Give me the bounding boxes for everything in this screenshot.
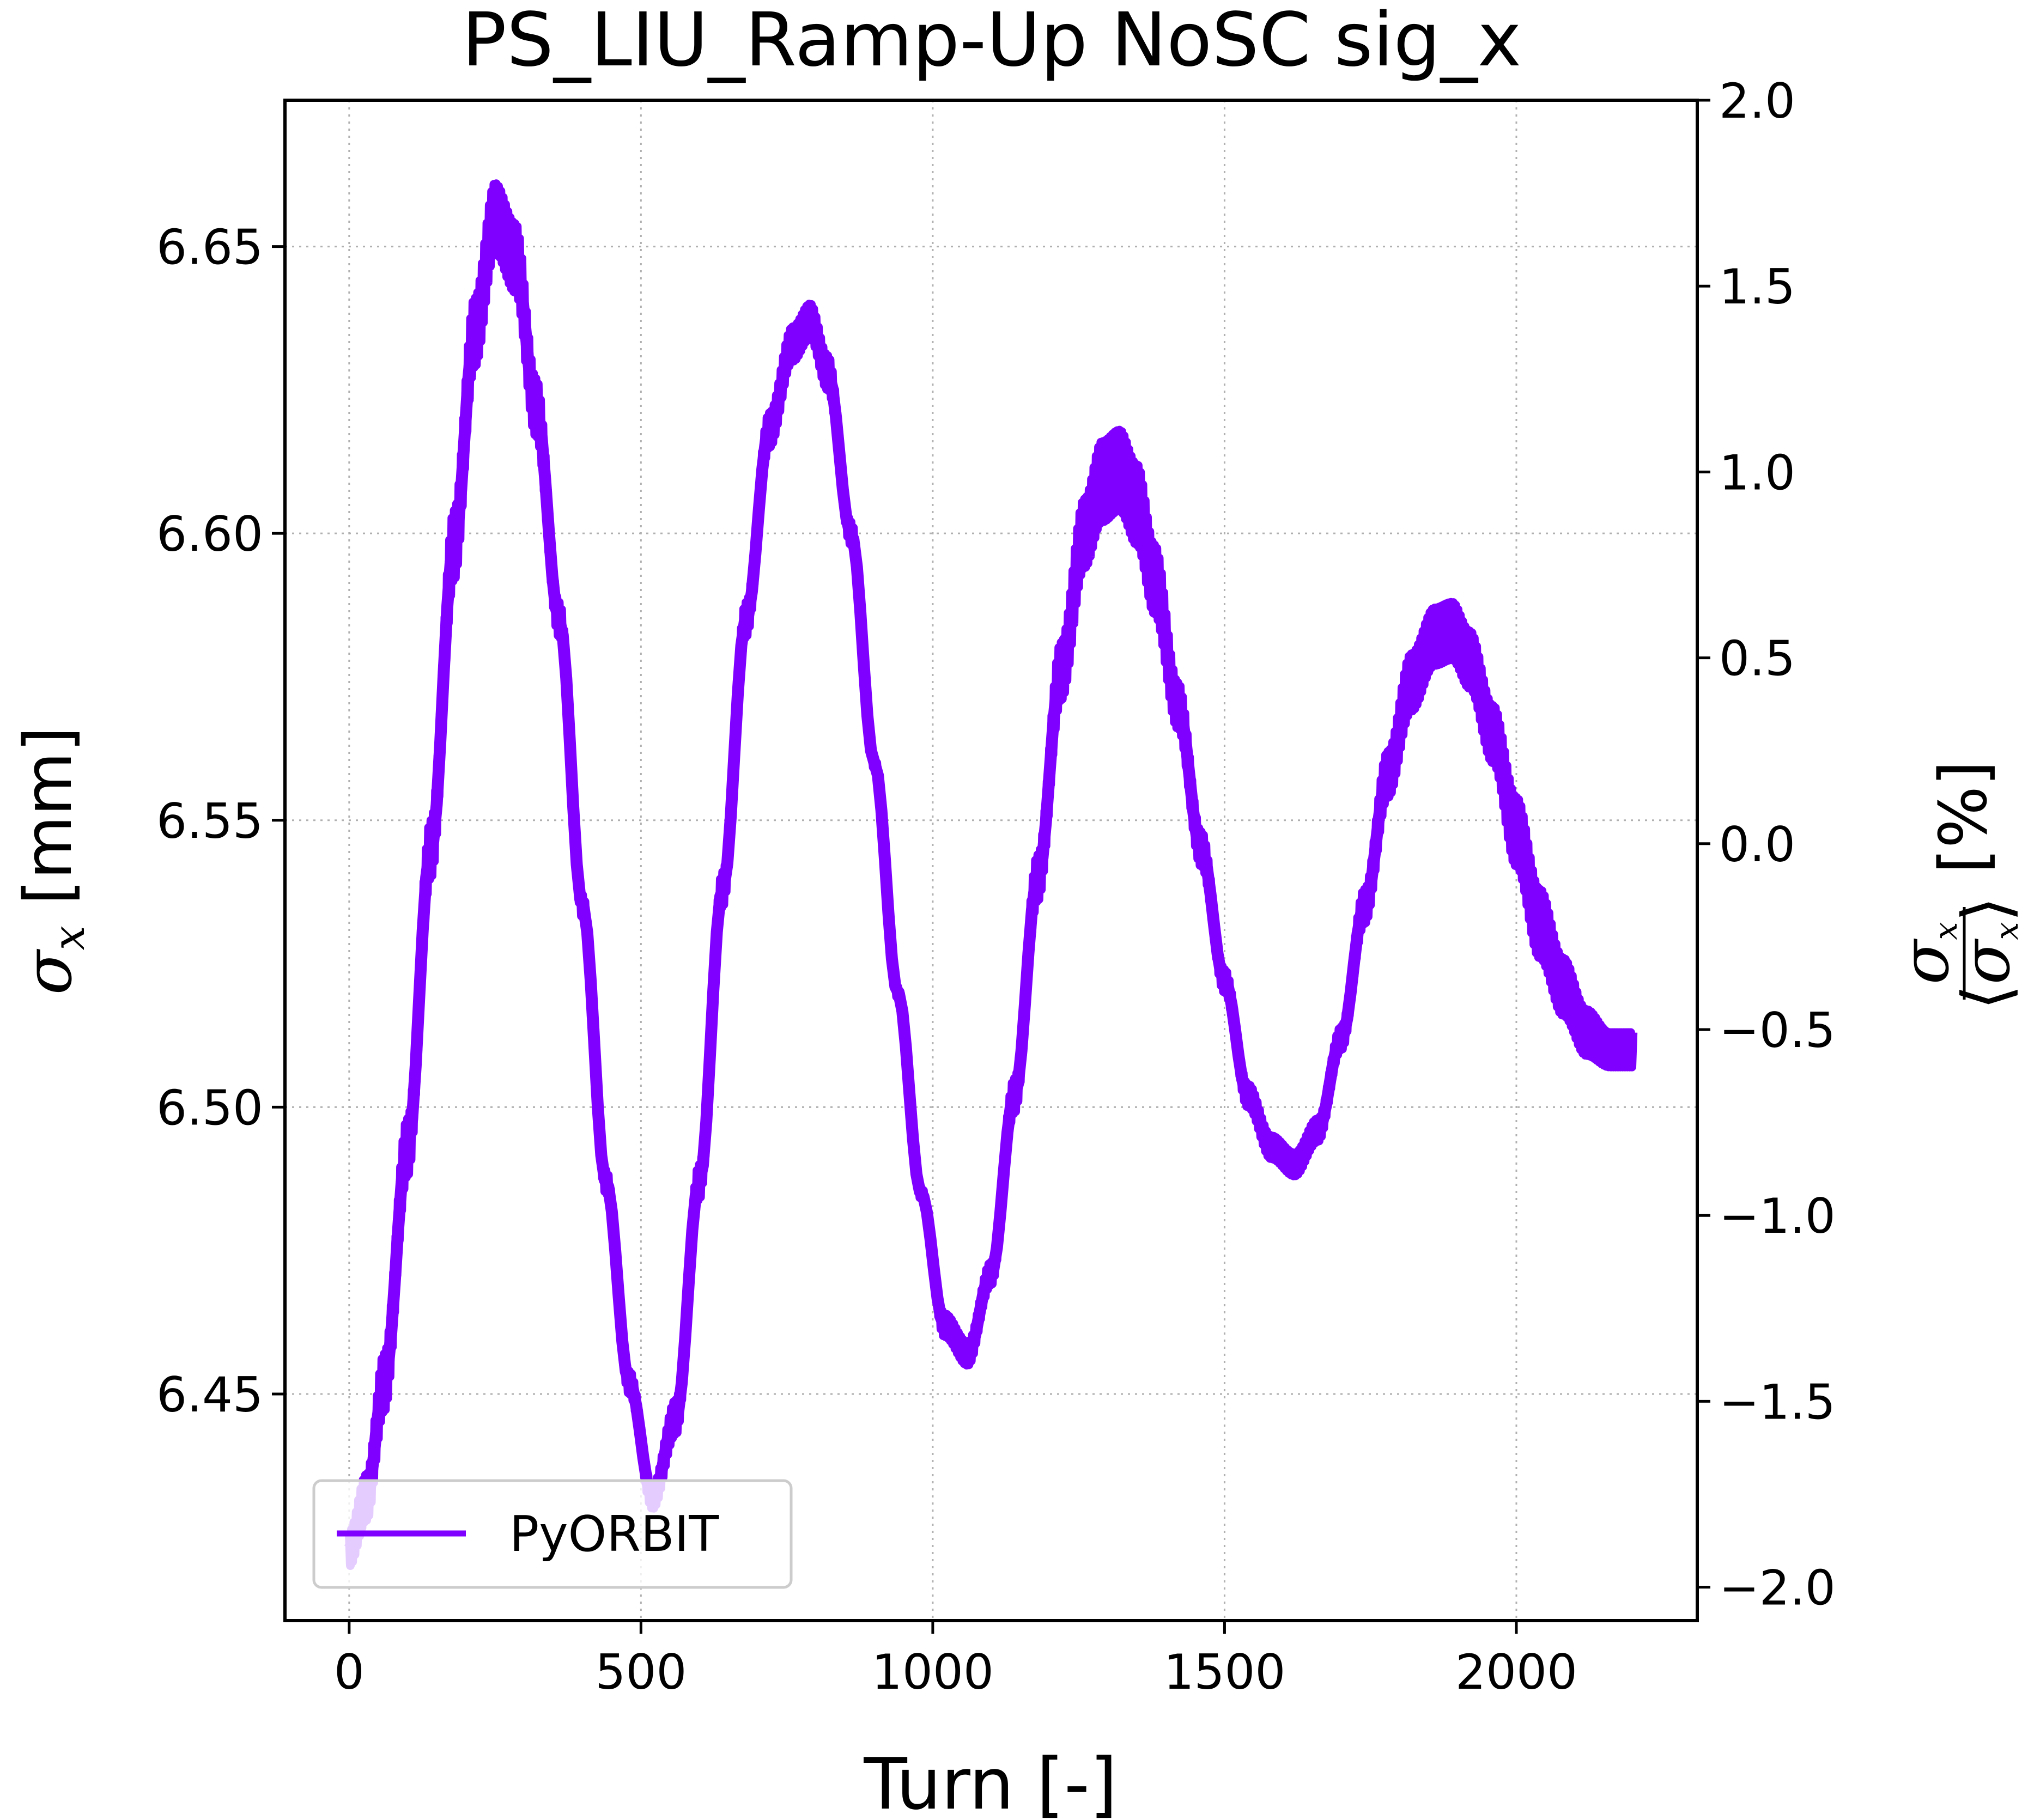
y-right-tick-label-3: −0.5 — [1719, 1002, 1836, 1058]
y-left-label-sub: x — [44, 926, 94, 950]
y-right-tick-label-8: 2.0 — [1719, 73, 1795, 129]
y-left-axis-label: σx [mm] — [11, 727, 94, 995]
y-right-tick-label-0: −2.0 — [1719, 1560, 1836, 1616]
y-left-tick-label-2: 6.55 — [156, 793, 263, 849]
y-right-tick-label-1: −1.5 — [1719, 1374, 1836, 1430]
y-left-label-symbol: σ — [11, 948, 87, 995]
x-axis-ticks: 0 500 1000 1500 2000 — [334, 1621, 1577, 1700]
x-tick-label-0: 0 — [334, 1644, 365, 1700]
y-right-label-num: σx — [1888, 922, 1964, 985]
plot-frame — [283, 99, 1699, 1622]
series-centerline-pyorbit — [344, 212, 1634, 1553]
y-right-label-unit: [%] — [1926, 760, 2002, 874]
legend: PyORBIT — [312, 1479, 793, 1589]
legend-label-pyorbit: PyORBIT — [509, 1506, 719, 1563]
y-right-label-den: ⟨σx⟩ — [1949, 897, 2025, 1010]
y-left-label-unit: [mm] — [11, 727, 87, 905]
y-right-tick-label-2: −1.0 — [1719, 1188, 1836, 1244]
y-right-tick-label-5: 0.5 — [1719, 631, 1795, 687]
y-left-axis-ticks: 6.45 6.50 6.55 6.60 6.65 — [156, 220, 285, 1423]
y-left-tick-label-0: 6.45 — [156, 1367, 263, 1423]
chart-title: PS_LIU_Ramp-Up NoSC sig_x — [462, 0, 1522, 83]
legend-box — [312, 1479, 793, 1589]
x-tick-label-2: 1000 — [872, 1644, 994, 1700]
y-left-tick-label-1: 6.50 — [156, 1080, 263, 1136]
y-right-tick-label-7: 1.5 — [1719, 259, 1795, 315]
x-tick-label-4: 2000 — [1455, 1644, 1577, 1700]
x-axis-label: Turn [-] — [863, 1743, 1117, 1820]
y-right-tick-label-4: 0.0 — [1719, 817, 1795, 873]
svg-text:σx [mm]: σx [mm] — [11, 727, 94, 995]
x-tick-label-1: 500 — [595, 1644, 687, 1700]
y-right-tick-label-6: 1.0 — [1719, 445, 1795, 501]
y-left-tick-label-4: 6.65 — [156, 220, 263, 276]
x-tick-label-3: 1500 — [1163, 1644, 1285, 1700]
y-left-tick-label-3: 6.60 — [156, 506, 263, 562]
y-right-axis-label: σx ⟨σx⟩ [%] — [1888, 760, 2025, 1010]
series-layer — [344, 179, 1638, 1570]
y-right-axis-ticks: −2.0 −1.5 −1.0 −0.5 0.0 0.5 1.0 1.5 2.0 — [1697, 73, 1836, 1616]
